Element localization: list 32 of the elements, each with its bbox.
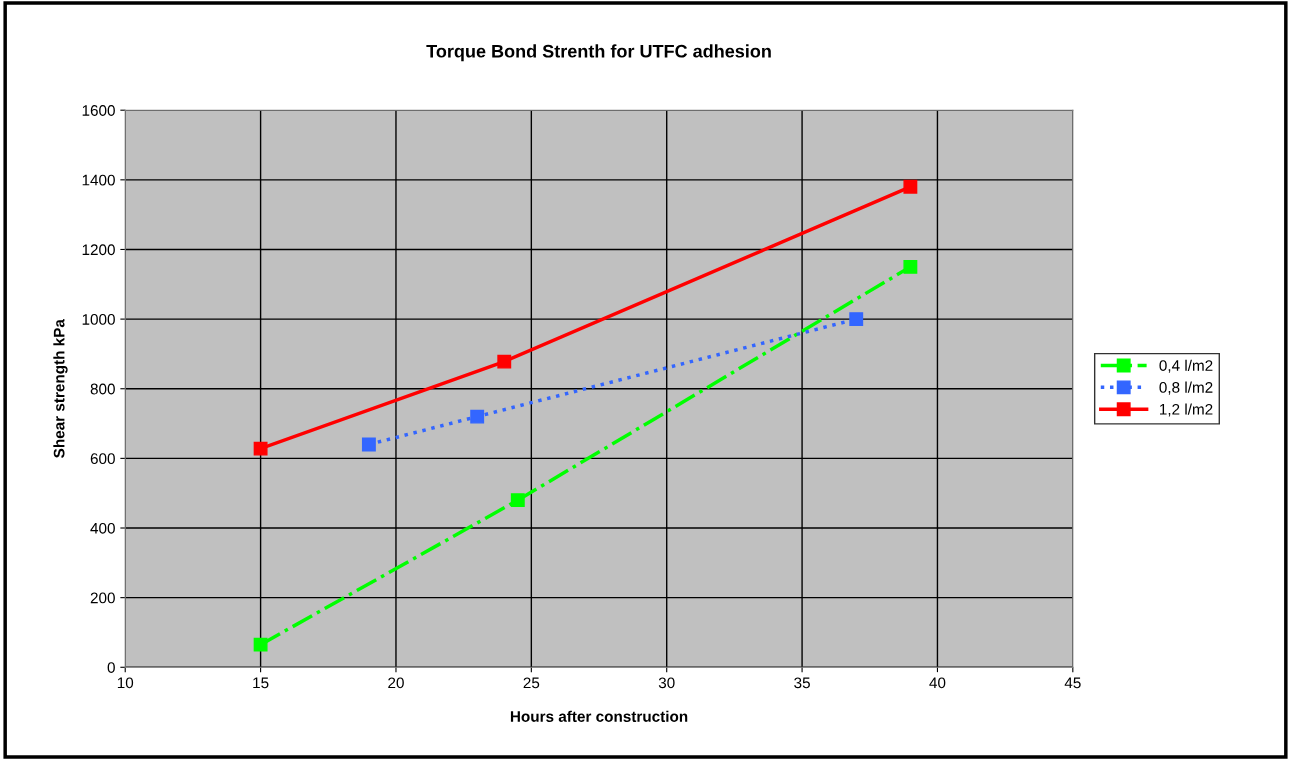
point bbox=[497, 354, 512, 369]
point bbox=[510, 493, 525, 508]
x-tick-label: 25 bbox=[523, 677, 540, 689]
y-tick-label: 1600 bbox=[82, 105, 115, 116]
point bbox=[849, 312, 864, 327]
x-tick-label: 20 bbox=[388, 677, 404, 689]
y-tick-label: 600 bbox=[90, 453, 115, 465]
legend-label: 1,2 l/m2 bbox=[1160, 403, 1213, 417]
x-axis-title: Hours after construction bbox=[510, 710, 688, 722]
x-tick-label: 15 bbox=[253, 677, 269, 689]
x-tick-label: 30 bbox=[658, 677, 675, 689]
point bbox=[903, 179, 918, 194]
y-tick-label: 400 bbox=[90, 522, 115, 534]
chart-title: Torque Bond Strenth for UTFC adhesion bbox=[426, 44, 771, 62]
legend-label: 0,8 l/m2 bbox=[1159, 381, 1213, 395]
point bbox=[361, 437, 376, 452]
point bbox=[470, 409, 485, 424]
y-tick-label: 0 bbox=[107, 662, 115, 673]
y-tick-label: 800 bbox=[90, 383, 115, 395]
y-axis-title: Shear strength kPa bbox=[53, 319, 68, 458]
legend-label: 0,4 l/m2 bbox=[1159, 359, 1213, 373]
x-tick-label: 40 bbox=[929, 677, 946, 689]
point bbox=[253, 637, 268, 652]
x-tick-label: 35 bbox=[794, 677, 810, 689]
point bbox=[253, 441, 268, 456]
y-tick-label: 1400 bbox=[82, 174, 115, 186]
x-tick-label: 45 bbox=[1064, 677, 1081, 689]
y-tick-label: 1200 bbox=[82, 244, 115, 256]
point bbox=[903, 259, 918, 274]
y-tick-label: 1000 bbox=[82, 313, 115, 325]
y-tick-label: 200 bbox=[90, 592, 115, 604]
x-tick-label: 10 bbox=[117, 677, 134, 689]
